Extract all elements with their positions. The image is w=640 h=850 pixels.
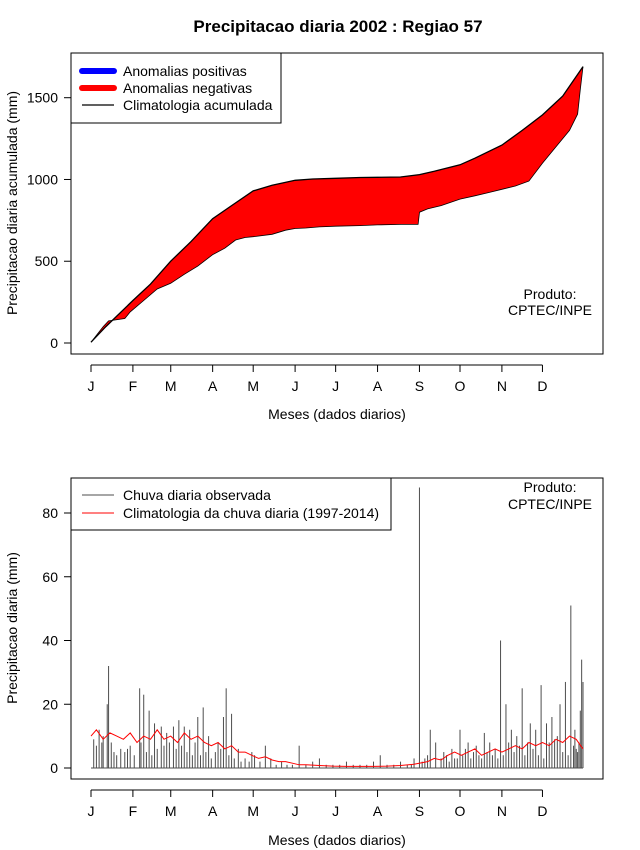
- panel2-y-tick-label: 20: [42, 696, 58, 712]
- legend-label-negative: Anomalias negativas: [123, 80, 252, 96]
- panel2-x-tick-label: J: [332, 803, 339, 819]
- panel2-x-tick-label: M: [247, 803, 259, 819]
- panel1-lines: [90, 66, 584, 343]
- daily-climatology-line: [90, 728, 584, 767]
- panel2-y-tick-label: 0: [50, 760, 58, 776]
- panel1-x-tick-label: M: [247, 378, 259, 394]
- panel2-y-tick-label: 60: [42, 569, 58, 585]
- panel1-x-tick-label: A: [373, 378, 383, 394]
- panel1-x-tick-label: J: [292, 378, 299, 394]
- observed-cumulative-line: [90, 66, 584, 343]
- panel1-y-axis: 0 500 1000 1500: [27, 90, 72, 351]
- panel1-x-tick-label: A: [208, 378, 218, 394]
- panel2-y-label: Precipitacao diaria (mm): [4, 552, 20, 704]
- panel2-product-label: Produto:: [524, 479, 577, 495]
- panel2-y-tick-label: 40: [42, 633, 58, 649]
- panel2-x-tick-label: S: [415, 803, 424, 819]
- panel1-y-tick-label: 1500: [27, 90, 58, 106]
- panel1-legend: Anomalias positivas Anomalias negativas …: [70, 52, 282, 124]
- panel1-x-label: Meses (dados diarios): [268, 406, 406, 422]
- panel2-x-tick-label: A: [208, 803, 218, 819]
- panel1-y-tick-label: 1000: [27, 171, 58, 187]
- panel1-x-tick-label: O: [455, 378, 466, 394]
- panel2-x-tick-label: N: [497, 803, 507, 819]
- panel1-x-tick-label: J: [332, 378, 339, 394]
- climatology-cumulative-line: [90, 66, 584, 343]
- negative-anomaly-area: [91, 66, 583, 343]
- panel1-x-tick-label: M: [165, 378, 177, 394]
- panel2-x-tick-label: M: [165, 803, 177, 819]
- panel2-y-tick-label: 80: [42, 505, 58, 521]
- panel-cumulative: 0 500 1000 1500 J F M A M J J A S O N D Meses (dados d…: [4, 52, 604, 422]
- panel2-x-tick-label: J: [292, 803, 299, 819]
- panel2-x-tick-label: F: [129, 803, 138, 819]
- legend-label-daily-climatology: Climatologia da chuva diaria (1997-2014): [123, 505, 379, 521]
- panel2-observed-bars: [91, 487, 584, 769]
- panel1-y-label: Precipitacao diaria acumulada (mm): [4, 91, 20, 315]
- panel1-x-tick-label: N: [497, 378, 507, 394]
- legend-label-observed: Chuva diaria observada: [123, 487, 271, 503]
- legend-label-positive: Anomalias positivas: [123, 63, 247, 79]
- panel2-product-source: CPTEC/INPE: [508, 496, 592, 512]
- panel2-legend-box: [70, 477, 392, 531]
- panel1-anomaly-area: [91, 66, 583, 343]
- legend-label-climatology: Climatologia acumulada: [123, 97, 273, 113]
- panel2-x-label: Meses (dados diarios): [268, 832, 406, 848]
- panel2-legend: Chuva diaria observada Climatologia da c…: [70, 477, 392, 531]
- chart-title: Precipitacao diaria 2002 : Regiao 57: [193, 17, 482, 36]
- panel2-x-tick-label: A: [373, 803, 383, 819]
- panel1-product-source: CPTEC/INPE: [508, 302, 592, 318]
- panel1-y-tick-label: 500: [35, 253, 59, 269]
- panel2-x-tick-label: D: [537, 803, 547, 819]
- panel1-y-tick-label: 0: [50, 335, 58, 351]
- panel2-x-tick-label: O: [455, 803, 466, 819]
- panel-daily: 0 20 40 60 80 J F M A M J J A S O N D Meses (dados diar…: [4, 477, 604, 848]
- panel1-x-tick-label: S: [415, 378, 424, 394]
- panel1-product-label: Produto:: [524, 286, 577, 302]
- panel2-x-tick-label: J: [88, 803, 95, 819]
- panel1-x-tick-label: D: [537, 378, 547, 394]
- panel2-y-axis: 0 20 40 60 80: [42, 505, 72, 776]
- panel2-lines: [90, 728, 584, 767]
- panel1-x-tick-label: J: [88, 378, 95, 394]
- panel1-x-tick-label: F: [129, 378, 138, 394]
